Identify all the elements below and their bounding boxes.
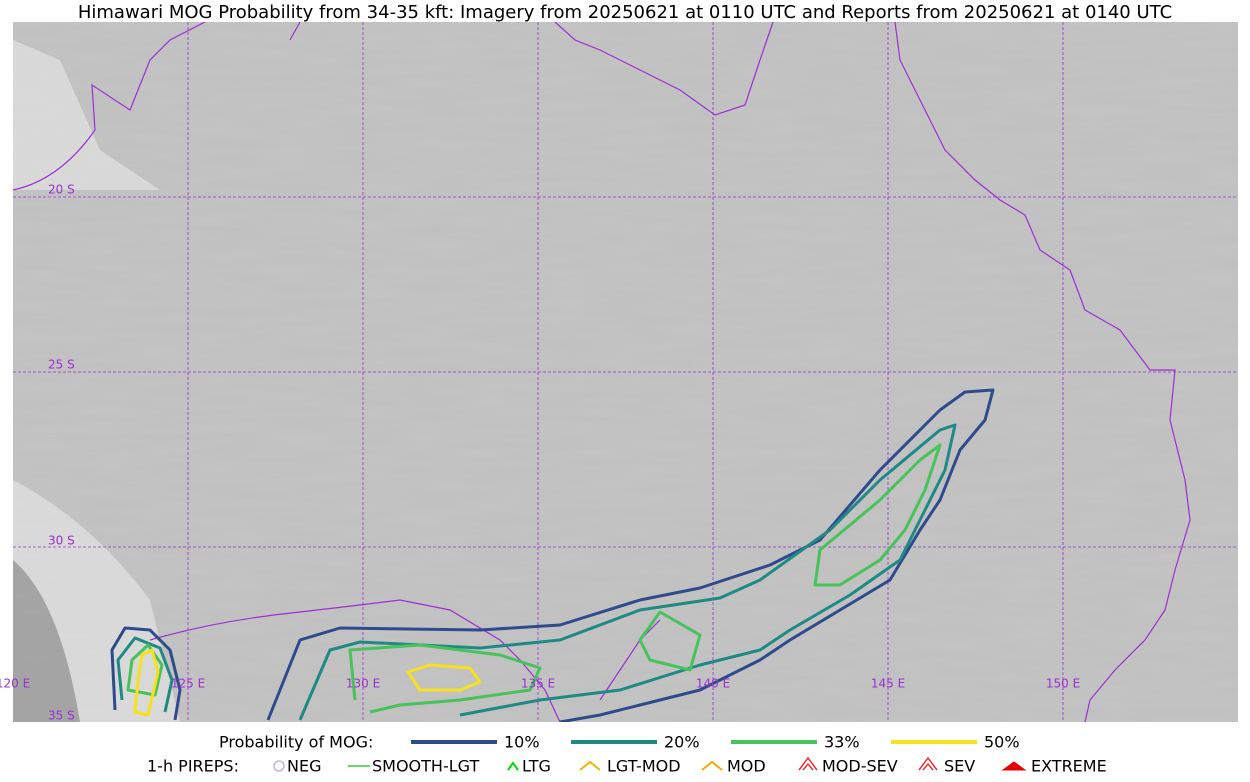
legend-label: LGT-MOD <box>607 757 681 776</box>
legend-label: 33% <box>824 733 860 752</box>
map <box>13 22 1238 722</box>
pirep-symbol <box>507 761 519 771</box>
probability-contour <box>638 610 702 672</box>
pirep-symbol <box>798 756 818 771</box>
contours <box>110 388 995 722</box>
legend-label: NEG <box>287 757 321 776</box>
legend-label: EXTREME <box>1031 757 1107 776</box>
pirep-symbol <box>918 756 938 771</box>
pirep-symbol <box>1001 761 1027 771</box>
coastlines <box>13 22 1191 722</box>
grid-labels: 20 S 25 S 30 S 35 S 120 E 125 E 130 E 135 E 140 … <box>0 183 1080 723</box>
pirep-symbol <box>701 760 723 771</box>
legend: Probability of MOG: 10% 20% 33% 50% 1-h PIREP… <box>147 733 1107 776</box>
lat-label: 30 S <box>48 534 75 548</box>
probability-contour <box>133 648 160 717</box>
title: Himawari MOG Probability from 34-35 kft:… <box>78 2 1172 23</box>
legend-label: 10% <box>504 733 540 752</box>
legend-label: LTG <box>522 757 551 776</box>
lat-label: 20 S <box>48 183 75 197</box>
lon-label: 140 E <box>696 677 730 691</box>
legend-label: MOD <box>727 757 766 776</box>
lon-label: 120 E <box>0 677 30 691</box>
legend-label: MOD-SEV <box>822 757 898 776</box>
graticule <box>13 22 1238 722</box>
lat-label: 35 S <box>48 709 75 723</box>
probability-contour <box>348 643 542 714</box>
probability-contour <box>813 443 942 587</box>
probability-contour <box>406 663 482 692</box>
legend-label: SMOOTH-LGT <box>372 757 479 776</box>
probability-contour <box>126 643 164 697</box>
lon-label: 135 E <box>521 677 555 691</box>
pirep-symbol <box>273 760 285 772</box>
pirep-symbol <box>579 760 601 771</box>
lon-label: 150 E <box>1046 677 1080 691</box>
probability-contour <box>116 636 174 713</box>
probability-contour <box>110 626 182 721</box>
lon-label: 125 E <box>171 677 205 691</box>
bright-cloud <box>13 40 160 190</box>
probability-contour <box>298 423 957 721</box>
legend-title: 1-h PIREPS: <box>147 757 239 776</box>
lon-label: 145 E <box>871 677 905 691</box>
legend-title: Probability of MOG: <box>219 733 373 752</box>
lat-label: 25 S <box>48 358 75 372</box>
bright-cloud <box>13 480 180 722</box>
legend-label: SEV <box>944 757 975 776</box>
lon-label: 130 E <box>346 677 380 691</box>
legend-label: 20% <box>664 733 700 752</box>
dark-cloud <box>13 560 80 722</box>
probability-contour <box>266 388 995 722</box>
legend-label: 50% <box>984 733 1020 752</box>
